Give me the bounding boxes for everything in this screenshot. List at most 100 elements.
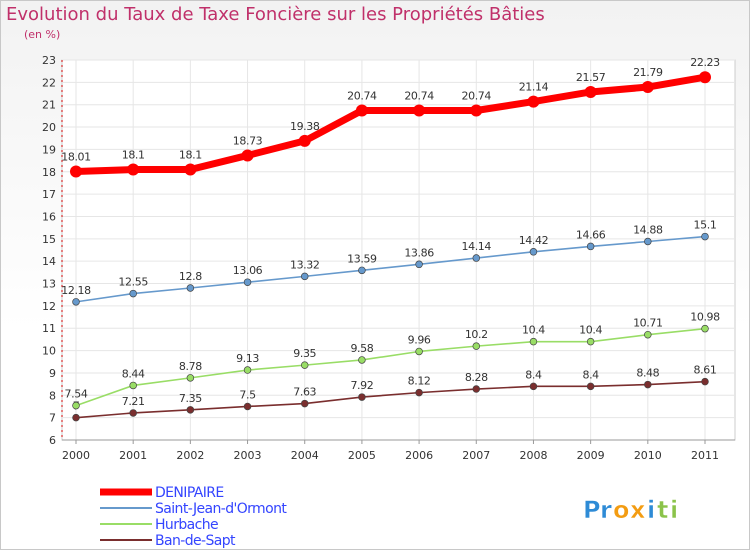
logo-letter: x [630,496,646,524]
y-tick-label: 21 [42,99,56,112]
data-point [641,81,654,94]
x-tick-label: 2005 [348,449,376,462]
data-label: 14.42 [519,234,549,247]
data-point [186,284,195,292]
data-point [527,95,540,108]
chart-title: Evolution du Taux de Taxe Foncière sur l… [6,4,545,25]
data-point [300,361,309,369]
y-tick-label: 16 [42,210,56,223]
data-point [186,374,195,382]
chart-subtitle: (en %) [24,28,61,41]
x-tick-label: 2009 [577,449,605,462]
data-label: 7.92 [350,379,373,392]
data-label: 7.35 [179,392,202,405]
x-tick-label: 2010 [634,449,662,462]
data-label: 8.4 [582,368,599,381]
data-label: 12.18 [61,284,91,297]
y-tick-label: 15 [42,233,56,246]
data-label: 9.35 [293,347,316,360]
data-point [701,324,709,333]
x-tick-label: 2003 [234,449,262,462]
data-point [186,406,195,414]
data-point [644,380,652,389]
y-tick-label: 18 [42,166,56,179]
data-label: 9.13 [236,352,259,365]
data-point [701,377,709,386]
data-label: 8.78 [179,360,202,373]
data-label: 10.2 [465,328,488,341]
data-point [300,272,309,281]
data-point [129,289,137,298]
data-point [413,104,426,117]
data-label: 20.74 [347,90,377,103]
data-label: 21.14 [519,81,549,94]
data-label: 21.57 [576,71,606,84]
series-line-0 [75,73,706,176]
data-label: 7.5 [239,388,256,401]
data-point [243,366,252,374]
data-point [358,266,366,275]
data-point [644,330,652,339]
data-point [584,85,597,98]
y-tick-label: 13 [42,278,56,291]
series-line-3 [75,380,706,419]
plot-area [61,59,736,441]
y-tick-label: 7 [49,412,56,425]
data-label: 20.74 [462,90,492,103]
data-point [355,104,368,117]
legend-label: DENIPAIRE [155,485,224,501]
data-point [358,393,366,401]
data-label: 10.4 [522,324,545,337]
data-label: 21.79 [633,66,663,79]
y-tick-label: 23 [42,54,56,67]
data-label: 8.28 [465,371,488,384]
data-label: 8.12 [408,375,431,388]
data-point [470,104,483,117]
data-label: 7.54 [65,388,88,401]
data-point [298,134,311,147]
x-tick-label: 2002 [176,449,204,462]
data-label: 12.8 [179,270,202,283]
series-line-1 [75,235,706,303]
data-label: 14.14 [462,240,492,253]
logo-letter: i [647,496,655,524]
data-label: 9.96 [408,333,431,346]
y-tick-label: 10 [42,345,56,358]
y-tick-label: 9 [49,367,56,380]
y-tick-label: 11 [42,322,56,335]
data-point [70,165,82,178]
data-label: 13.06 [233,264,263,277]
data-point [72,298,80,306]
data-label: 18.1 [179,149,202,162]
series-line-2 [75,327,706,407]
x-tick-label: 2011 [691,449,719,462]
legend-label: Saint-Jean-d'Ormont [155,501,287,517]
data-label: 8.61 [694,364,717,377]
data-point [701,232,709,241]
data-point [529,382,538,391]
legend-label: Ban-de-Sapt [155,533,236,549]
y-tick-label: 22 [42,76,56,89]
data-label: 8.48 [636,367,659,380]
data-point [472,385,481,393]
data-label: 9.58 [350,342,373,355]
data-label: 20.74 [404,90,434,103]
data-label: 13.86 [404,246,434,259]
logo-letter: i [670,496,678,524]
y-tick-label: 14 [42,255,56,268]
data-label: 14.88 [633,224,663,237]
data-label: 18.01 [61,151,91,164]
data-point [415,388,423,397]
data-label: 7.21 [122,395,145,408]
data-point [129,409,137,417]
logo-letter: t [657,496,668,524]
data-point [529,248,538,256]
x-tick-label: 2004 [291,449,319,462]
data-label: 15.1 [694,219,717,232]
data-point [358,356,366,364]
data-label: 7.63 [293,386,316,399]
data-point [300,399,309,408]
data-point [586,382,595,391]
data-point [472,342,481,350]
